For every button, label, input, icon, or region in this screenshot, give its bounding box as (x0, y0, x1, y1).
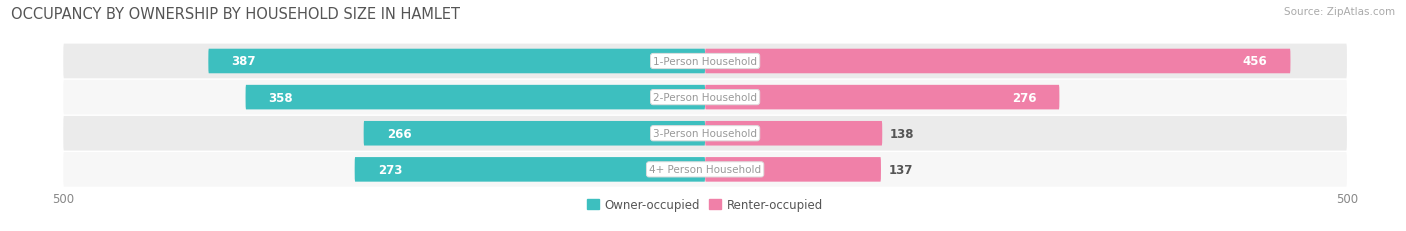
Text: 358: 358 (269, 91, 294, 104)
Text: 137: 137 (889, 163, 912, 176)
FancyBboxPatch shape (704, 85, 1059, 110)
Text: 2-Person Household: 2-Person Household (654, 93, 756, 103)
Text: 273: 273 (378, 163, 402, 176)
FancyBboxPatch shape (354, 157, 704, 182)
Text: 4+ Person Household: 4+ Person Household (650, 165, 761, 175)
Text: 387: 387 (232, 55, 256, 68)
FancyBboxPatch shape (704, 49, 1291, 74)
FancyBboxPatch shape (364, 122, 704, 146)
FancyBboxPatch shape (246, 85, 704, 110)
FancyBboxPatch shape (704, 157, 882, 182)
FancyBboxPatch shape (63, 152, 1347, 187)
Text: 138: 138 (890, 127, 914, 140)
FancyBboxPatch shape (208, 49, 704, 74)
Text: OCCUPANCY BY OWNERSHIP BY HOUSEHOLD SIZE IN HAMLET: OCCUPANCY BY OWNERSHIP BY HOUSEHOLD SIZE… (11, 7, 460, 22)
FancyBboxPatch shape (63, 116, 1347, 151)
Text: 3-Person Household: 3-Person Household (654, 129, 756, 139)
Legend: Owner-occupied, Renter-occupied: Owner-occupied, Renter-occupied (582, 194, 828, 216)
FancyBboxPatch shape (704, 122, 882, 146)
FancyBboxPatch shape (63, 44, 1347, 79)
Text: Source: ZipAtlas.com: Source: ZipAtlas.com (1284, 7, 1395, 17)
FancyBboxPatch shape (63, 80, 1347, 115)
Text: 456: 456 (1243, 55, 1267, 68)
Text: 266: 266 (387, 127, 412, 140)
Text: 276: 276 (1012, 91, 1036, 104)
Text: 1-Person Household: 1-Person Household (654, 57, 756, 67)
